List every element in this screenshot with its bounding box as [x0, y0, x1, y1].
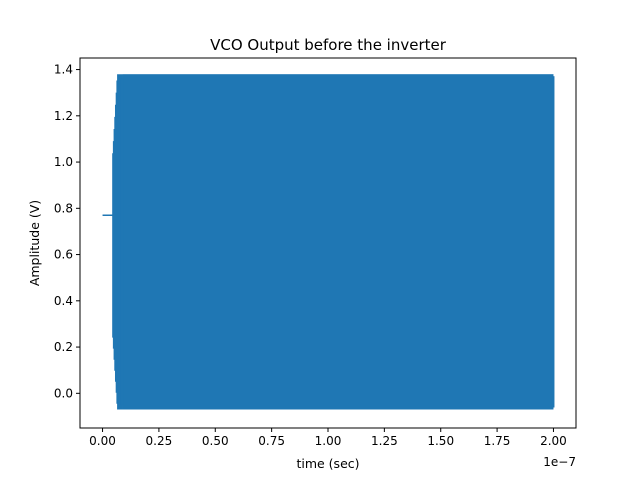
y-tick-label: 1.4 — [54, 63, 73, 77]
x-tick-label: 1.50 — [427, 434, 454, 448]
x-axis-label: time (sec) — [296, 456, 359, 471]
series-layer — [102, 74, 555, 410]
x-tick-label: 2.00 — [540, 434, 567, 448]
y-tick-label: 0.0 — [54, 386, 73, 400]
series-oscillation-edge — [552, 76, 555, 408]
y-axis: 0.0 0.2 0.4 0.6 0.8 1.0 1.2 1.4 — [54, 63, 80, 400]
y-tick-label: 0.8 — [54, 201, 73, 215]
y-tick-label: 0.4 — [54, 294, 73, 308]
x-tick-label: 1.00 — [315, 434, 342, 448]
series-oscillation-edge — [120, 78, 124, 406]
plot-area — [79, 57, 577, 429]
chart-title: VCO Output before the inverter — [210, 36, 447, 54]
x-tick-label: 0.50 — [202, 434, 229, 448]
y-axis-label: Amplitude (V) — [27, 200, 42, 286]
x-axis-offset-label: 1e−7 — [543, 455, 576, 469]
y-tick-label: 0.6 — [54, 248, 73, 262]
x-axis: 0.00 0.25 0.50 0.75 1.00 1.25 1.50 1.75 2.00 — [89, 428, 567, 448]
x-tick-label: 0.00 — [89, 434, 116, 448]
x-tick-label: 1.25 — [371, 434, 398, 448]
x-tick-label: 0.25 — [146, 434, 173, 448]
y-tick-label: 1.2 — [54, 109, 73, 123]
y-tick-label: 0.2 — [54, 340, 73, 354]
x-tick-label: 0.75 — [258, 434, 285, 448]
y-tick-label: 1.0 — [54, 155, 73, 169]
x-tick-label: 1.75 — [484, 434, 511, 448]
series-oscillation-band — [122, 74, 554, 410]
